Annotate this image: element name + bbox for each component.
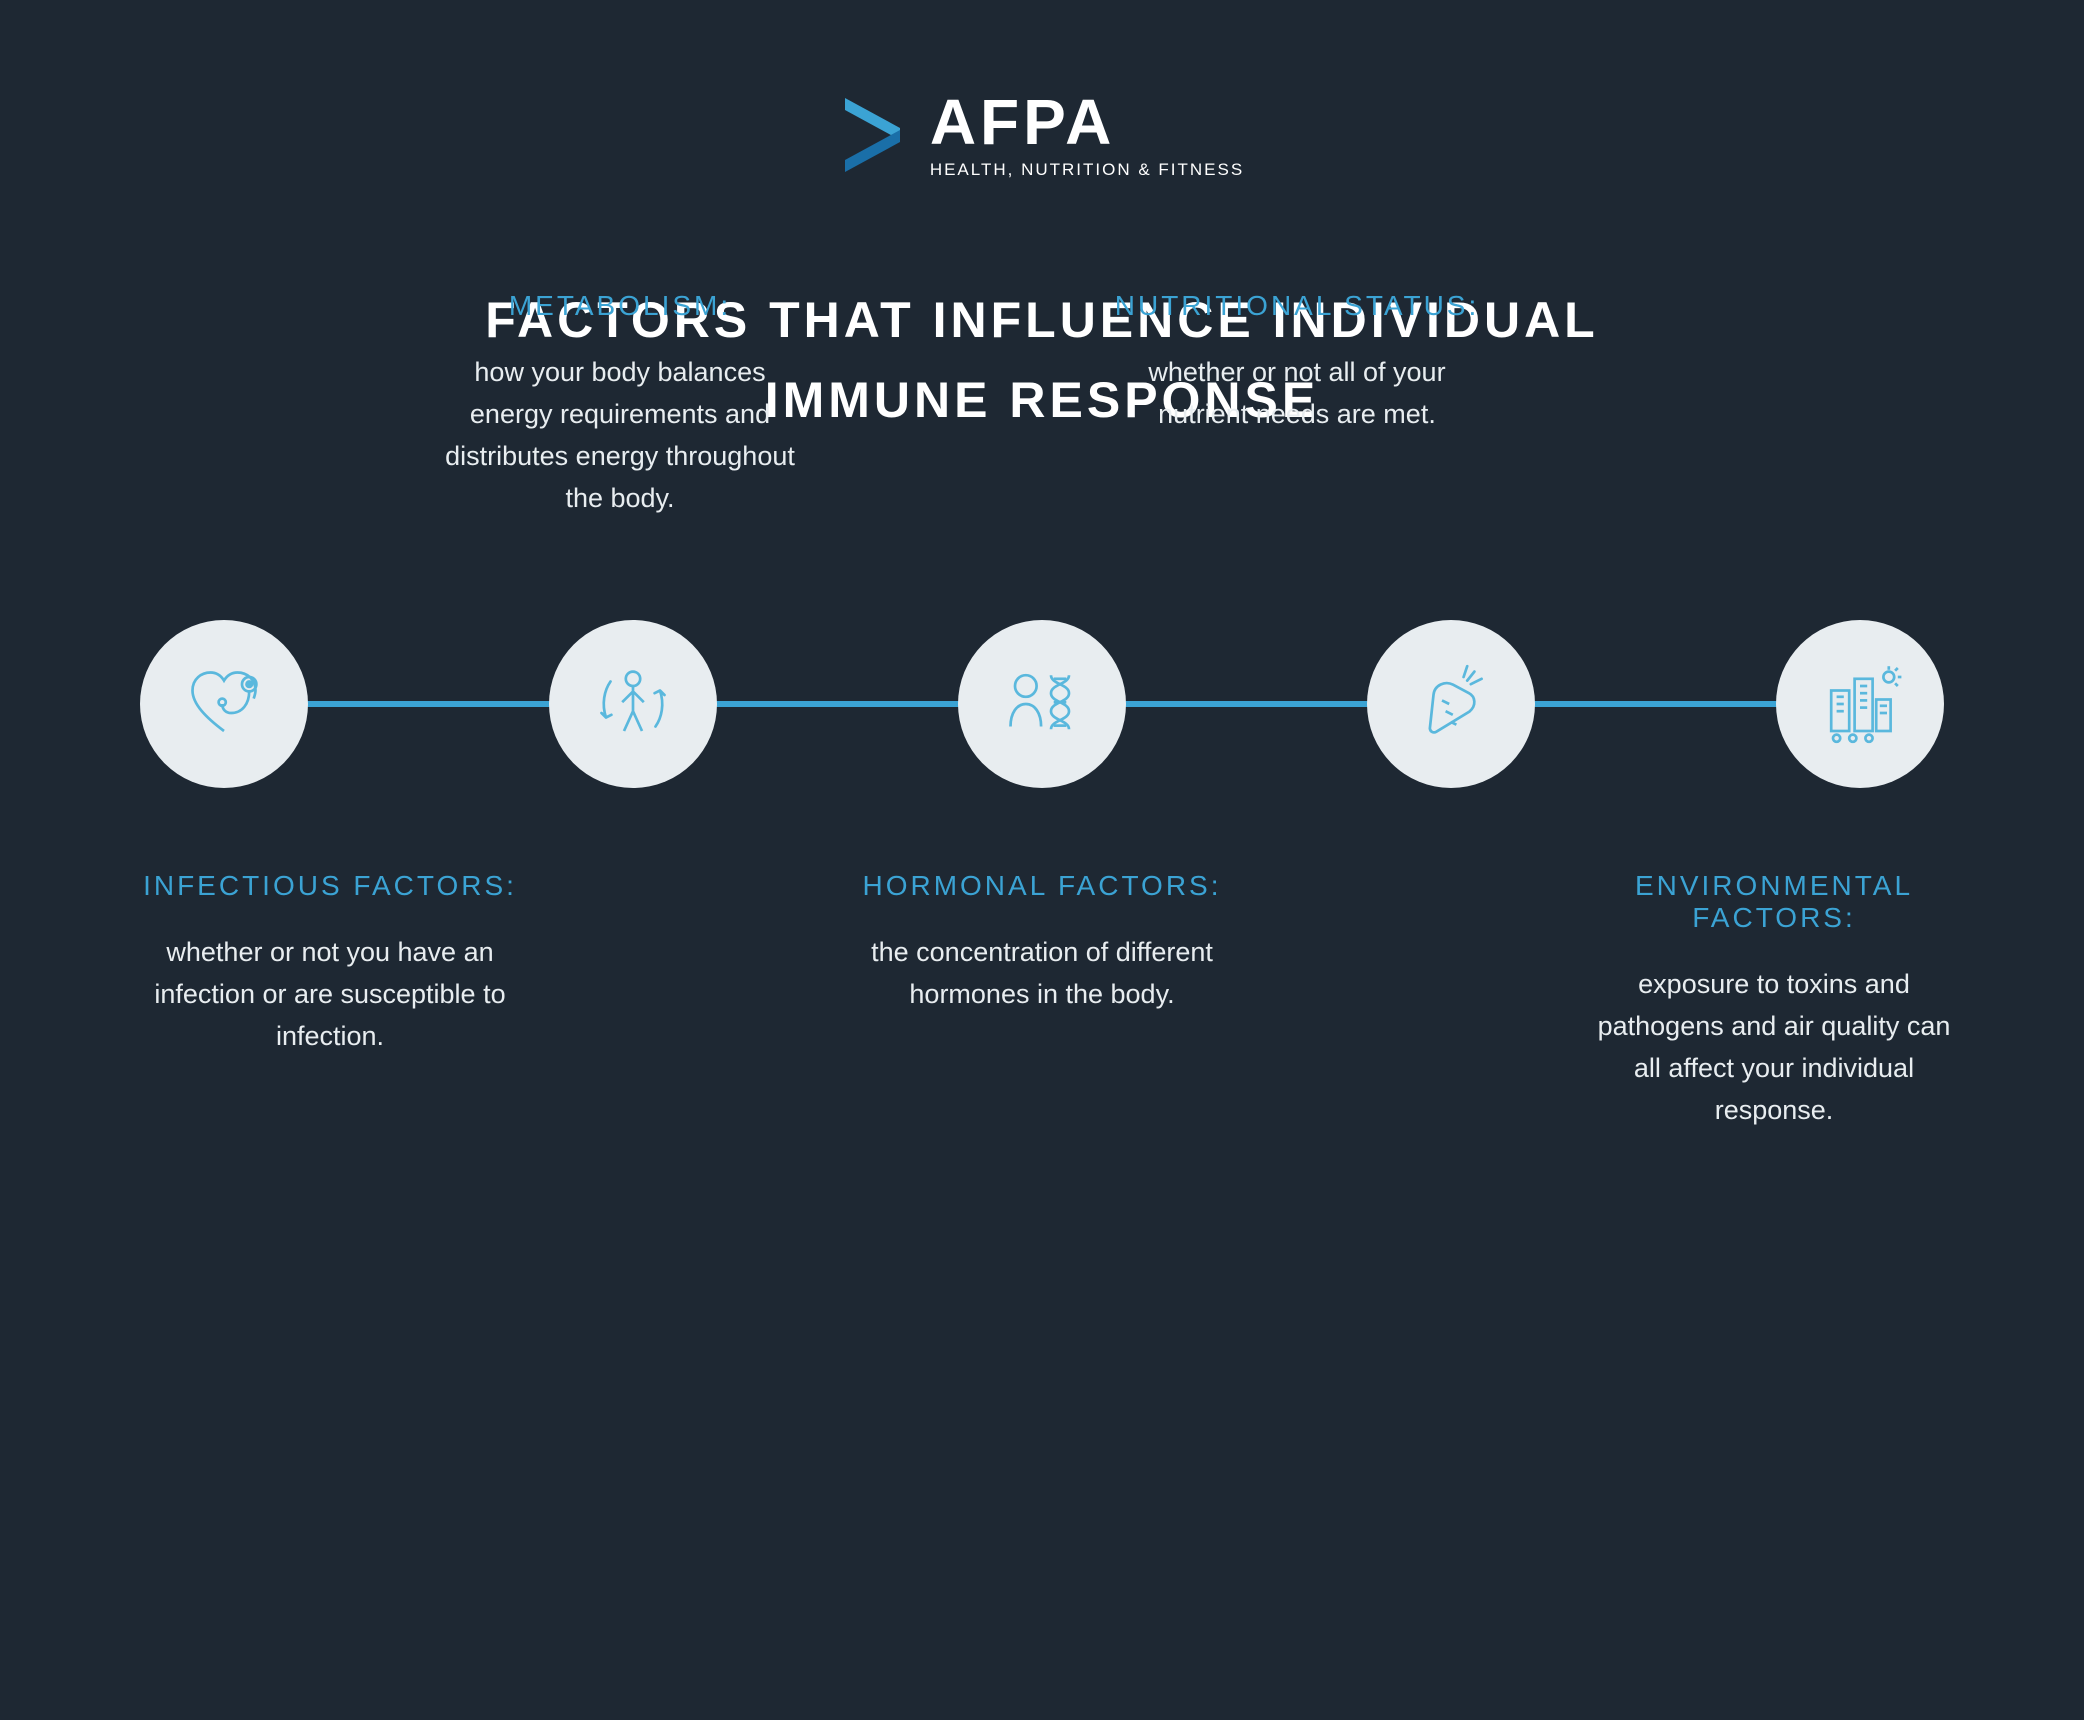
timeline — [100, 620, 1984, 788]
factor-title: NUTRITIONAL STATUS: — [1107, 290, 1487, 322]
factor-desc: how your body balances energy requiremen… — [430, 352, 810, 519]
factor-desc: exposure to toxins and pathogens and air… — [1584, 964, 1964, 1131]
logo-main-text: AFPA — [930, 90, 1244, 154]
node-infectious — [140, 620, 308, 788]
heart-stethoscope-icon — [179, 659, 269, 749]
factors-diagram: METABOLISM: how your body balances energ… — [100, 620, 1984, 788]
carrot-icon — [1406, 659, 1496, 749]
node-hormonal — [958, 620, 1126, 788]
factor-nutritional: NUTRITIONAL STATUS: whether or not all o… — [1107, 290, 1487, 436]
factor-title: INFECTIOUS FACTORS: — [140, 870, 520, 902]
factor-desc: whether or not all of your nutrient need… — [1107, 352, 1487, 436]
page-title: FACTORS THAT INFLUENCE INDIVIDUAL IMMUNE… — [100, 280, 1984, 440]
node-environmental — [1776, 620, 1944, 788]
factor-metabolism: METABOLISM: how your body balances energ… — [430, 290, 810, 519]
city-icon — [1815, 659, 1905, 749]
factor-infectious: INFECTIOUS FACTORS: whether or not you h… — [140, 870, 520, 1058]
factor-title: METABOLISM: — [430, 290, 810, 322]
logo: AFPA HEALTH, NUTRITION & FITNESS — [100, 90, 1984, 180]
node-metabolism — [549, 620, 717, 788]
factor-hormonal: HORMONAL FACTORS: the concentration of d… — [852, 870, 1232, 1016]
infographic-container: AFPA HEALTH, NUTRITION & FITNESS FACTORS… — [0, 0, 2084, 1720]
logo-chevron-icon — [840, 90, 910, 180]
node-nutritional — [1367, 620, 1535, 788]
factor-environmental: ENVIRONMENTAL FACTORS: exposure to toxin… — [1584, 870, 1964, 1131]
factor-desc: whether or not you have an infection or … — [140, 932, 520, 1058]
factor-title: HORMONAL FACTORS: — [852, 870, 1232, 902]
person-dna-icon — [997, 659, 1087, 749]
body-cycle-icon — [588, 659, 678, 749]
factor-title: ENVIRONMENTAL FACTORS: — [1584, 870, 1964, 934]
factor-desc: the concentration of different hormones … — [852, 932, 1232, 1016]
logo-sub-text: HEALTH, NUTRITION & FITNESS — [930, 160, 1244, 180]
